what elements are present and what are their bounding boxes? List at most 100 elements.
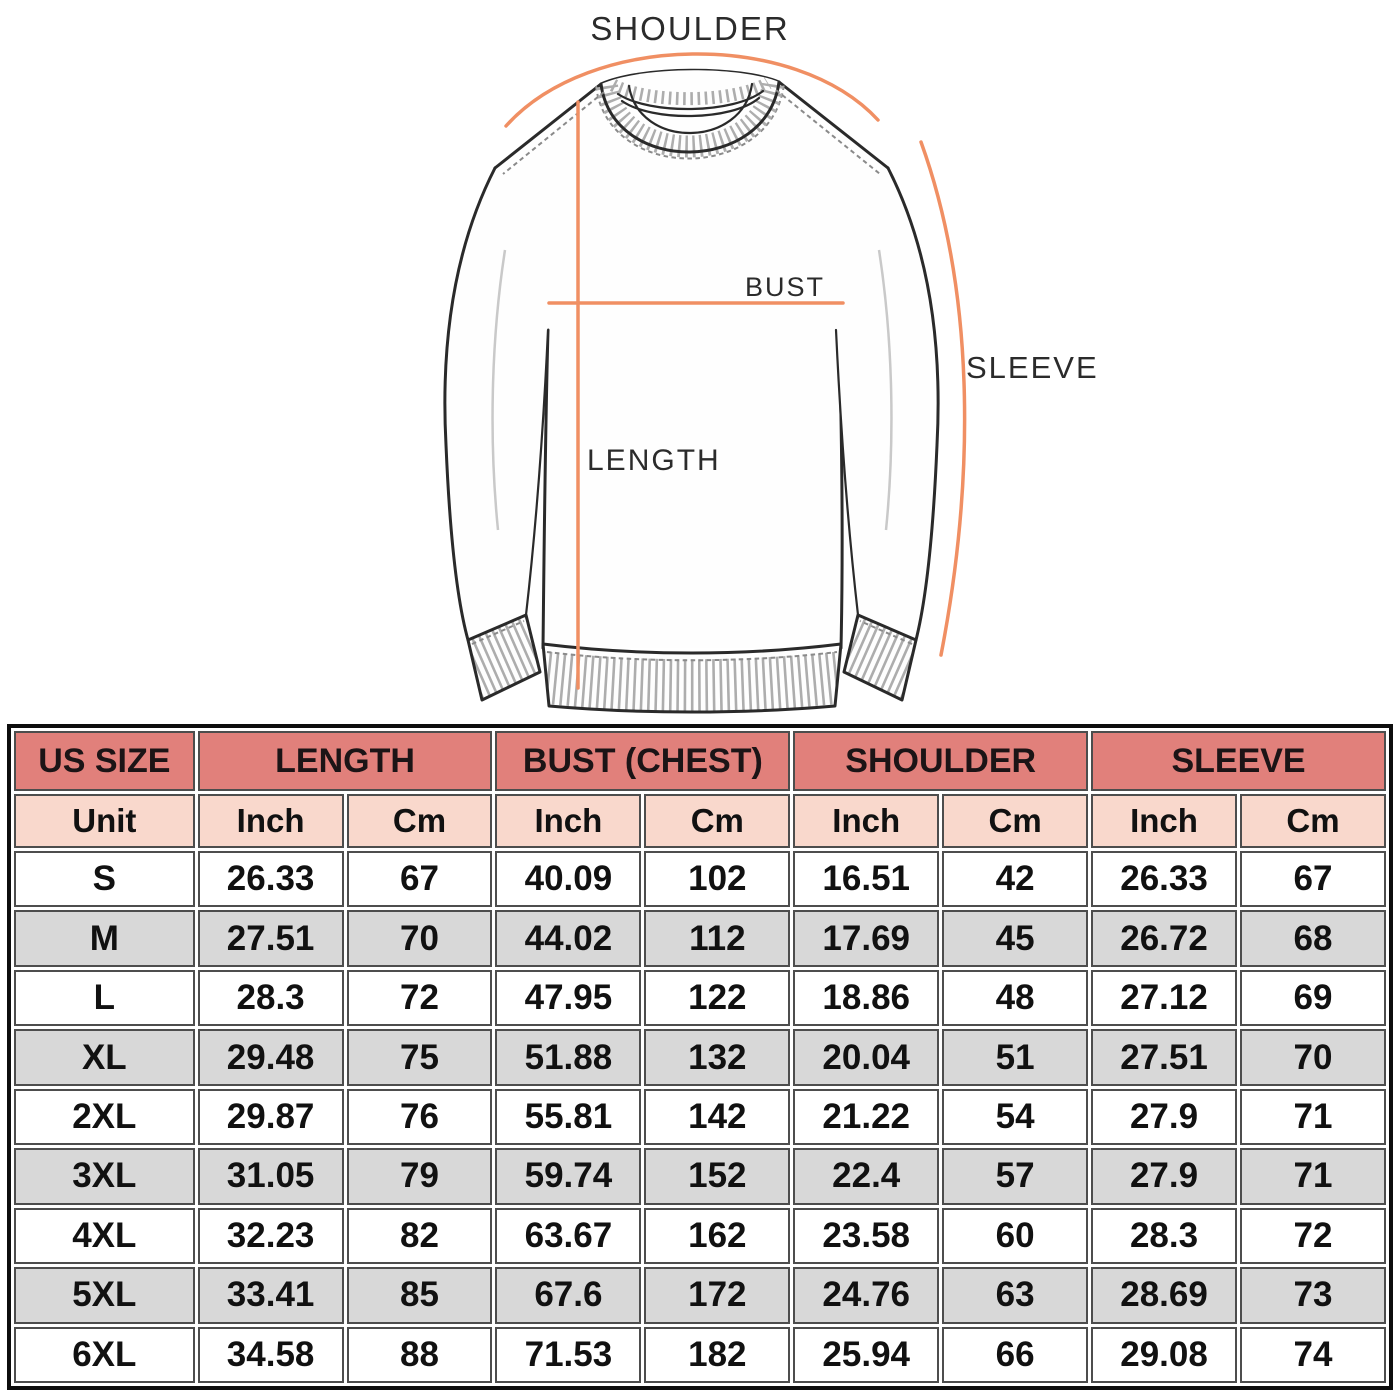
measurement-cell: 73 (1239, 1267, 1386, 1324)
table-row: 3XL 31.05 79 59.74 152 22.4 57 27.9 71 (14, 1148, 1386, 1205)
measurement-cell: 40.09 (495, 851, 642, 908)
measurement-cell: 23.58 (793, 1207, 940, 1265)
measurement-cell: 54 (942, 1088, 1089, 1146)
measurement-cell: 29.87 (197, 1088, 344, 1146)
measurement-cell: 71.53 (495, 1326, 642, 1383)
measurement-cell: 28.3 (1091, 1207, 1237, 1265)
measurement-cell: 32.23 (197, 1207, 344, 1265)
unit-inch-header: Inch (197, 794, 344, 848)
header-shoulder: SHOULDER (793, 731, 1089, 791)
unit-cm-header: Cm (942, 794, 1089, 848)
measurement-cell: 34.58 (197, 1326, 344, 1383)
measurement-cell: 60 (942, 1207, 1089, 1265)
measurement-cell: 152 (644, 1148, 791, 1205)
measurement-cell: 42 (942, 851, 1089, 908)
collar (595, 70, 785, 160)
measurement-cell: 72 (346, 969, 493, 1027)
unit-cm-header: Cm (1239, 794, 1386, 848)
measurement-cell: 51 (942, 1029, 1089, 1086)
header-sleeve: SLEEVE (1091, 731, 1386, 791)
measurement-cell: 27.9 (1091, 1088, 1237, 1146)
measurement-cell: 25.94 (793, 1326, 940, 1383)
size-cell: L (14, 969, 195, 1027)
sweatshirt-measurement-diagram: SHOULDER BUST LENGTH SLEEVE (443, 10, 1097, 714)
measurement-cell: 22.4 (793, 1148, 940, 1205)
unit-header-cell: Unit (14, 794, 195, 848)
size-cell: M (14, 910, 195, 967)
measurement-cell: 88 (346, 1326, 493, 1383)
measurement-cell: 67 (1239, 851, 1386, 908)
measurement-cell: 17.69 (793, 910, 940, 967)
measurement-cell: 63.67 (495, 1207, 642, 1265)
unit-cm-header: Cm (346, 794, 493, 848)
torso-left-edge (541, 328, 550, 650)
left-sleeve (443, 166, 550, 642)
measurement-cell: 172 (644, 1267, 791, 1324)
header-length: LENGTH (197, 731, 493, 791)
measurement-cell: 27.51 (1091, 1029, 1237, 1086)
sweatshirt-torso (495, 70, 888, 649)
measurement-cell: 76 (346, 1088, 493, 1146)
size-chart-table: US SIZE LENGTH BUST (CHEST) SHOULDER SLE… (7, 724, 1393, 1390)
unit-header-row: Unit Inch Cm Inch Cm Inch Cm Inch Cm (14, 794, 1386, 848)
measurement-cell: 24.76 (793, 1267, 940, 1324)
measurement-cell: 72 (1239, 1207, 1386, 1265)
measurement-cell: 45 (942, 910, 1089, 967)
left-cuff (466, 613, 542, 702)
size-cell: 6XL (14, 1326, 195, 1383)
measurement-cell: 26.72 (1091, 910, 1237, 967)
measurement-cell: 74 (1239, 1326, 1386, 1383)
bust-label: BUST (745, 272, 825, 302)
measurement-cell: 59.74 (495, 1148, 642, 1205)
measurement-cell: 51.88 (495, 1029, 642, 1086)
size-cell: 2XL (14, 1088, 195, 1146)
shoulder-label: SHOULDER (590, 10, 789, 47)
left-shoulder-stitch (502, 91, 605, 175)
measurement-cell: 29.48 (197, 1029, 344, 1086)
measurement-cell: 28.3 (197, 969, 344, 1027)
measurement-cell: 33.41 (197, 1267, 344, 1324)
header-bust-chest: BUST (CHEST) (495, 731, 791, 791)
measurement-cell: 55.81 (495, 1088, 642, 1146)
measurement-cell: 79 (346, 1148, 493, 1205)
measurement-cell: 16.51 (793, 851, 940, 908)
table-row: 5XL 33.41 85 67.6 172 24.76 63 28.69 73 (14, 1267, 1386, 1324)
header-us-size: US SIZE (14, 731, 195, 791)
measurement-cell: 112 (644, 910, 791, 967)
measurement-cell: 20.04 (793, 1029, 940, 1086)
measurement-cell: 26.33 (197, 851, 344, 908)
measurement-cell: 69 (1239, 969, 1386, 1027)
right-cuff (842, 613, 918, 702)
table-row: 6XL 34.58 88 71.53 182 25.94 66 29.08 74 (14, 1326, 1386, 1383)
measurement-cell: 26.33 (1091, 851, 1237, 908)
measurement-cell: 27.51 (197, 910, 344, 967)
hem-band (541, 642, 843, 714)
measurement-cell: 27.12 (1091, 969, 1237, 1027)
unit-inch-header: Inch (793, 794, 940, 848)
measurement-cell: 47.95 (495, 969, 642, 1027)
size-table-body: S 26.33 67 40.09 102 16.51 42 26.33 67 M 27.51 70 44… (14, 851, 1386, 1383)
measurement-cell: 102 (644, 851, 791, 908)
measurement-cell: 66 (942, 1326, 1089, 1383)
measurement-cell: 162 (644, 1207, 791, 1265)
measurement-cell: 63 (942, 1267, 1089, 1324)
measurement-cell: 67.6 (495, 1267, 642, 1324)
measurement-cell: 132 (644, 1029, 791, 1086)
length-label: LENGTH (587, 444, 721, 477)
table-row: 4XL 32.23 82 63.67 162 23.58 60 28.3 72 (14, 1207, 1386, 1265)
table-row: S 26.33 67 40.09 102 16.51 42 26.33 67 (14, 851, 1386, 908)
measurement-cell: 68 (1239, 910, 1386, 967)
table-row: 2XL 29.87 76 55.81 142 21.22 54 27.9 71 (14, 1088, 1386, 1146)
shoulder-measure-line (504, 52, 880, 128)
size-cell: 3XL (14, 1148, 195, 1205)
measurement-cell: 142 (644, 1088, 791, 1146)
unit-inch-header: Inch (1091, 794, 1237, 848)
measurement-cell: 70 (1239, 1029, 1386, 1086)
measurement-cell: 67 (346, 851, 493, 908)
measurement-cell: 82 (346, 1207, 493, 1265)
measurement-cell: 85 (346, 1267, 493, 1324)
size-cell: 4XL (14, 1207, 195, 1265)
measurement-cell: 29.08 (1091, 1326, 1237, 1383)
measurement-cell: 71 (1239, 1088, 1386, 1146)
